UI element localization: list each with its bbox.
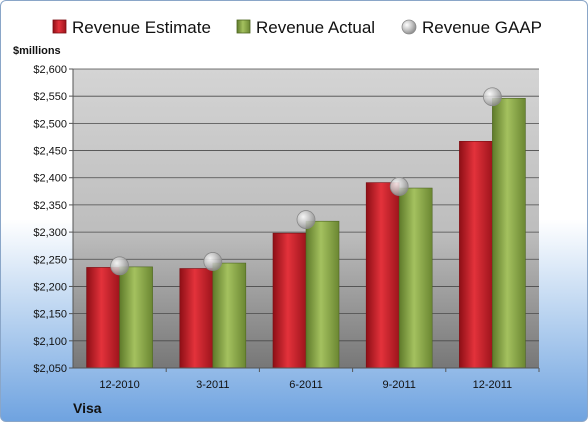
legend-swatch-revenue-estimate bbox=[52, 19, 67, 34]
company-label: Visa bbox=[73, 400, 102, 416]
y-axis-unit-label: $millions bbox=[13, 45, 61, 57]
y-tick-label: $2,050 bbox=[33, 363, 67, 375]
x-tick-label: 3-2011 bbox=[196, 379, 229, 391]
legend-label-revenue-actual: Revenue Actual bbox=[256, 18, 375, 37]
y-tick-label: $2,550 bbox=[33, 91, 67, 103]
bar-revenue-actual bbox=[119, 266, 153, 369]
bar-revenue-estimate bbox=[179, 268, 214, 369]
x-axis-ticks: 12-2010 3-2011 6-2011 9-2011 12-2011 bbox=[99, 368, 540, 391]
y-tick-label: $2,100 bbox=[33, 336, 67, 348]
marker-revenue-gaap bbox=[389, 177, 409, 196]
legend-item-revenue-actual: Revenue Actual bbox=[236, 18, 375, 37]
bar-revenue-estimate bbox=[86, 267, 120, 369]
y-tick-label: $2,600 bbox=[33, 64, 67, 76]
bar-revenue-estimate bbox=[272, 232, 307, 369]
y-tick-label: $2,250 bbox=[33, 254, 67, 266]
x-tick-label: 12-2010 bbox=[99, 379, 139, 391]
legend: Revenue Estimate Revenue Actual Revenue … bbox=[52, 18, 542, 37]
x-tick-label: 6-2011 bbox=[289, 379, 322, 391]
y-tick-label: $2,450 bbox=[33, 146, 67, 158]
legend-marker-revenue-gaap bbox=[401, 19, 417, 35]
marker-revenue-gaap bbox=[296, 210, 316, 229]
y-axis-ticks: $2,050 $2,100 $2,150 $2,200 $2,250 $2,300 $2,3… bbox=[33, 64, 73, 375]
legend-label-revenue-gaap: Revenue GAAP bbox=[422, 18, 542, 37]
legend-item-revenue-gaap: Revenue GAAP bbox=[401, 18, 542, 37]
y-tick-label: $2,150 bbox=[33, 309, 67, 321]
bars bbox=[86, 98, 526, 369]
bar-revenue-actual bbox=[492, 98, 526, 369]
y-tick-label: $2,200 bbox=[33, 281, 67, 293]
marker-revenue-gaap bbox=[203, 252, 223, 271]
bar-revenue-estimate bbox=[365, 182, 400, 369]
y-tick-label: $2,350 bbox=[33, 200, 67, 212]
bar-revenue-estimate bbox=[459, 141, 493, 369]
bar-revenue-actual bbox=[398, 187, 433, 369]
x-tick-label: 12-2011 bbox=[473, 379, 513, 391]
marker-revenue-gaap bbox=[110, 256, 129, 276]
bar-revenue-actual bbox=[212, 262, 247, 369]
y-tick-label: $2,300 bbox=[33, 227, 67, 239]
gaap-markers bbox=[110, 87, 502, 276]
marker-revenue-gaap bbox=[482, 87, 502, 107]
y-tick-label: $2,500 bbox=[33, 118, 67, 130]
y-tick-label: $2,400 bbox=[33, 173, 67, 185]
legend-swatch-revenue-actual bbox=[236, 19, 251, 34]
legend-label-revenue-estimate: Revenue Estimate bbox=[72, 18, 211, 37]
bar-revenue-actual bbox=[305, 220, 340, 369]
x-tick-label: 9-2011 bbox=[382, 379, 415, 391]
legend-item-revenue-estimate: Revenue Estimate bbox=[52, 18, 211, 37]
